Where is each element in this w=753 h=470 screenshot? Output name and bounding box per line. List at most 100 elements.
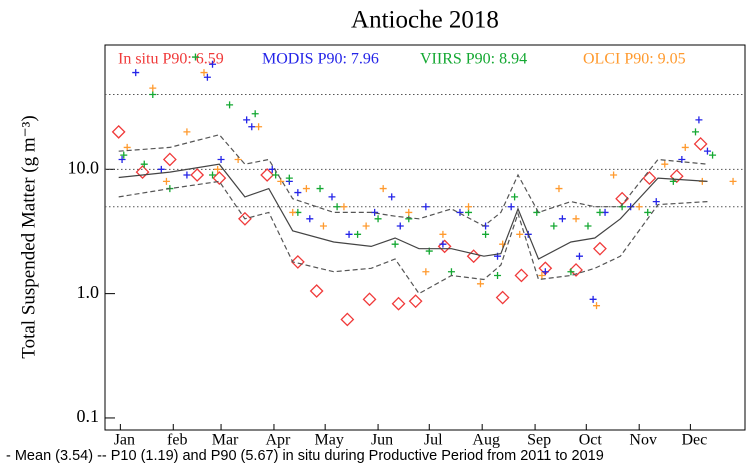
- point: [494, 271, 502, 279]
- point: [140, 160, 148, 168]
- y-tick-label: 1.0: [77, 282, 100, 302]
- point: [661, 160, 669, 168]
- point: [511, 193, 519, 201]
- x-tick-label: feb: [167, 432, 187, 449]
- x-tick-label: Nov: [629, 432, 657, 449]
- point: [285, 174, 293, 182]
- point: [149, 84, 157, 92]
- point: [333, 203, 341, 211]
- point: [120, 151, 128, 159]
- point: [371, 208, 379, 216]
- point: [644, 208, 652, 216]
- x-tick-label: Jul: [424, 432, 443, 449]
- point: [379, 185, 387, 193]
- point: [558, 215, 566, 223]
- point: [183, 128, 191, 136]
- point: [190, 168, 205, 182]
- point: [306, 215, 314, 223]
- point: [627, 203, 635, 211]
- point: [260, 168, 275, 182]
- x-tick-label: Jan: [114, 432, 135, 449]
- point: [118, 155, 126, 163]
- point: [132, 69, 140, 77]
- point: [678, 155, 686, 163]
- point: [354, 230, 362, 238]
- x-tick-label: Aug: [472, 432, 500, 449]
- point: [294, 189, 302, 197]
- point: [729, 177, 737, 185]
- legend-entry: In situ P90: 6.59: [118, 51, 224, 68]
- footnote: - Mean (3.54) -- P10 (1.19) and P90 (5.6…: [6, 448, 604, 464]
- point: [610, 171, 618, 179]
- point: [183, 171, 191, 179]
- point: [422, 203, 430, 211]
- point: [209, 60, 217, 68]
- point: [316, 185, 324, 193]
- point: [391, 240, 399, 248]
- point: [340, 312, 355, 327]
- point: [200, 69, 208, 77]
- point: [309, 284, 324, 298]
- point: [405, 215, 413, 223]
- point: [319, 222, 327, 230]
- point: [212, 171, 227, 186]
- point: [191, 53, 199, 61]
- point: [422, 268, 430, 276]
- x-tick-label: Apr: [266, 432, 292, 449]
- legend-entry: VIIRS P90: 8.94: [420, 51, 527, 68]
- point: [456, 208, 464, 216]
- point: [162, 152, 177, 167]
- point: [302, 185, 310, 193]
- point: [466, 249, 481, 264]
- point: [162, 177, 170, 185]
- point: [289, 208, 297, 216]
- x-tick-label: May: [314, 432, 343, 449]
- point: [482, 230, 490, 238]
- point: [248, 123, 256, 131]
- point: [396, 222, 404, 230]
- point: [345, 230, 353, 238]
- point: [408, 294, 423, 309]
- point: [514, 268, 529, 283]
- point: [251, 110, 259, 118]
- point: [495, 290, 510, 305]
- point: [567, 268, 575, 276]
- y-tick-label: 0.1: [77, 406, 100, 426]
- point: [572, 215, 580, 223]
- point: [439, 230, 447, 238]
- point: [374, 215, 382, 223]
- y-tick-label: 10.0: [68, 157, 100, 177]
- point: [238, 211, 252, 226]
- point: [538, 271, 546, 279]
- point: [328, 193, 336, 201]
- line: [118, 134, 708, 227]
- line: [118, 180, 708, 295]
- point: [149, 90, 157, 98]
- point: [589, 295, 597, 303]
- point: [596, 208, 604, 216]
- point: [569, 263, 583, 277]
- legend-entry: OLCI P90: 9.05: [583, 51, 686, 68]
- point: [123, 143, 131, 151]
- point: [290, 254, 305, 269]
- point: [405, 208, 413, 216]
- point: [507, 203, 515, 211]
- point: [340, 203, 348, 211]
- point: [217, 155, 225, 163]
- point: [695, 116, 703, 124]
- x-tick-label: Mar: [212, 432, 239, 449]
- legend-entry: MODIS P90: 7.96: [262, 51, 379, 68]
- point: [157, 165, 165, 173]
- point: [541, 268, 549, 276]
- point: [388, 193, 396, 201]
- point: [692, 128, 700, 136]
- point: [476, 280, 484, 288]
- point: [437, 239, 452, 254]
- point: [575, 252, 583, 260]
- point: [243, 116, 251, 124]
- y-axis-label: Total Suspended Matter (g m⁻³): [18, 115, 39, 358]
- point: [226, 101, 234, 109]
- point: [681, 143, 689, 151]
